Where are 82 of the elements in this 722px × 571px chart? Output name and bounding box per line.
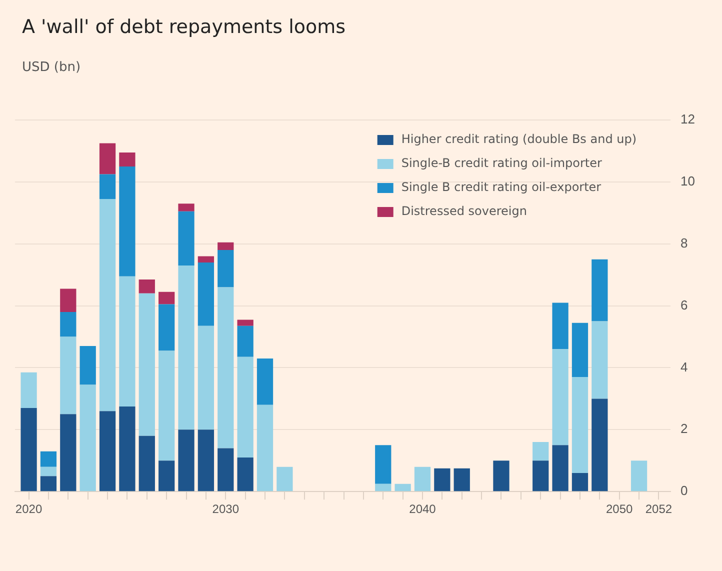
legend-label: Higher credit rating (double Bs and up) — [401, 132, 637, 146]
bar — [572, 377, 588, 474]
bar — [552, 445, 568, 492]
bar — [99, 411, 116, 492]
bar — [375, 445, 392, 484]
bar — [158, 304, 175, 351]
bar — [138, 293, 155, 436]
bar — [178, 204, 194, 212]
bar — [592, 398, 608, 492]
bar — [256, 404, 274, 492]
bar — [198, 326, 214, 430]
x-tick-label: 2052 — [645, 502, 672, 516]
legend-label: Single B credit rating oil-exporter — [401, 180, 602, 194]
legend-label: Distressed sovereign — [401, 204, 527, 218]
bar — [592, 259, 608, 322]
bar — [198, 256, 214, 262]
x-tick-label: 2050 — [606, 502, 634, 516]
bar — [454, 468, 470, 492]
bar — [198, 262, 214, 326]
bar — [138, 279, 155, 294]
bar — [572, 473, 588, 492]
x-tick-label: 2030 — [212, 502, 240, 516]
bar — [60, 414, 76, 492]
y-axis-title: USD (bn) — [22, 60, 81, 75]
bar — [138, 436, 155, 492]
bar — [178, 266, 194, 430]
bar — [552, 349, 568, 446]
bar — [276, 466, 293, 492]
bar — [572, 322, 588, 378]
bar — [60, 336, 76, 414]
y-tick-label: 2 — [680, 421, 688, 436]
bar — [237, 356, 254, 458]
bar — [119, 406, 136, 492]
bar — [237, 458, 254, 492]
bar — [414, 466, 431, 492]
chart-title: A 'wall' of debt repayments looms — [22, 16, 346, 38]
bar — [60, 312, 76, 337]
bar — [60, 288, 76, 312]
bar — [237, 320, 254, 326]
bar — [493, 460, 510, 492]
bar — [99, 198, 116, 412]
bar — [99, 143, 116, 174]
bar — [158, 460, 175, 492]
y-tick-label: 8 — [680, 235, 688, 250]
bar — [119, 166, 136, 276]
bar — [434, 468, 450, 492]
bar — [375, 484, 392, 492]
bar — [178, 430, 194, 492]
bar — [256, 358, 274, 405]
bar — [630, 460, 648, 492]
bar — [552, 302, 568, 350]
bar — [80, 384, 96, 492]
legend-label: Single-B credit rating oil-importer — [401, 156, 602, 170]
bar — [218, 242, 234, 250]
bar — [532, 460, 549, 492]
bar — [20, 372, 37, 408]
bar — [532, 442, 549, 461]
y-tick-label: 0 — [680, 483, 688, 498]
bar — [158, 292, 175, 304]
bar — [394, 484, 411, 492]
bar — [178, 211, 194, 266]
y-tick-label: 10 — [680, 174, 696, 189]
bar — [80, 346, 96, 385]
bar — [198, 430, 214, 492]
bar — [592, 321, 608, 399]
x-tick-label: 2020 — [15, 502, 42, 516]
bar — [99, 174, 116, 199]
bar — [218, 448, 234, 492]
y-tick-label: 6 — [680, 297, 688, 312]
bar — [40, 466, 57, 476]
bar — [218, 287, 234, 448]
y-tick-label: 4 — [680, 359, 688, 374]
bar — [20, 408, 37, 492]
y-tick-label: 12 — [680, 112, 696, 127]
bar — [119, 276, 136, 406]
x-tick-label: 2040 — [409, 502, 436, 516]
bar — [40, 476, 57, 492]
bar — [237, 326, 254, 357]
bar — [40, 451, 57, 467]
bar — [119, 152, 136, 166]
bar — [158, 350, 175, 461]
bar — [218, 250, 234, 288]
